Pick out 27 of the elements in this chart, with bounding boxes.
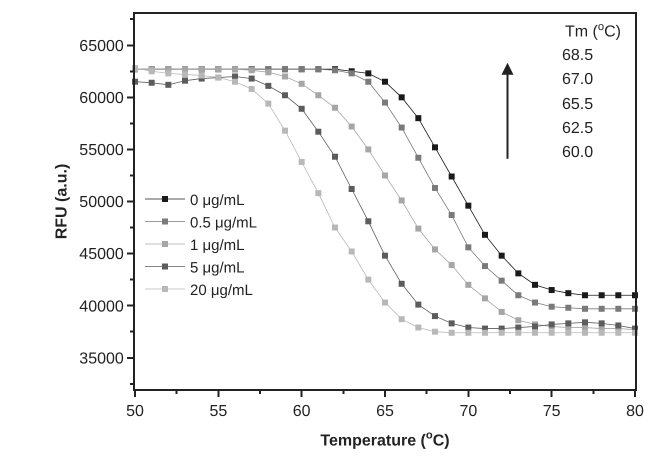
legend-label: 1 μg/mL xyxy=(190,236,244,254)
annotation: 62.5 xyxy=(562,120,594,137)
x-tick-label: 60 xyxy=(292,403,311,420)
annotation: 68.5 xyxy=(562,47,594,64)
y-tick-label: 35000 xyxy=(79,350,124,368)
annotation: Tm ($^{o}$C) xyxy=(565,21,621,41)
y-tick-label: 65000 xyxy=(79,38,124,55)
x-tick-label: 65 xyxy=(376,403,394,420)
annotation: 60.0 xyxy=(562,144,594,161)
legend-label: 5 μg/mL xyxy=(190,259,244,276)
annotation: 65.5 xyxy=(562,96,594,113)
x-tick-label: 70 xyxy=(459,403,478,420)
x-tick-label: 80 xyxy=(626,403,644,420)
legend-label: 0.5 μg/mL xyxy=(190,214,258,232)
y-tick-label: 45000 xyxy=(79,246,124,264)
x-tick-label: 50 xyxy=(126,403,144,420)
x-tick-label: 75 xyxy=(542,403,561,420)
y-axis-title: RFU (a.u.) xyxy=(54,164,71,240)
y-tick-label: 60000 xyxy=(79,90,124,107)
x-axis-title: Temperature ($^{o}$C) xyxy=(320,430,450,450)
y-tick-label: 40000 xyxy=(79,298,124,316)
annotation: 67.0 xyxy=(562,71,594,88)
y-tick-label: 55000 xyxy=(79,142,124,160)
y-tick-label: 50000 xyxy=(79,194,124,212)
legend-label: 0 μg/mL xyxy=(190,192,244,209)
legend-label: 20 μg/mL xyxy=(190,282,253,299)
x-tick-label: 55 xyxy=(209,403,228,420)
